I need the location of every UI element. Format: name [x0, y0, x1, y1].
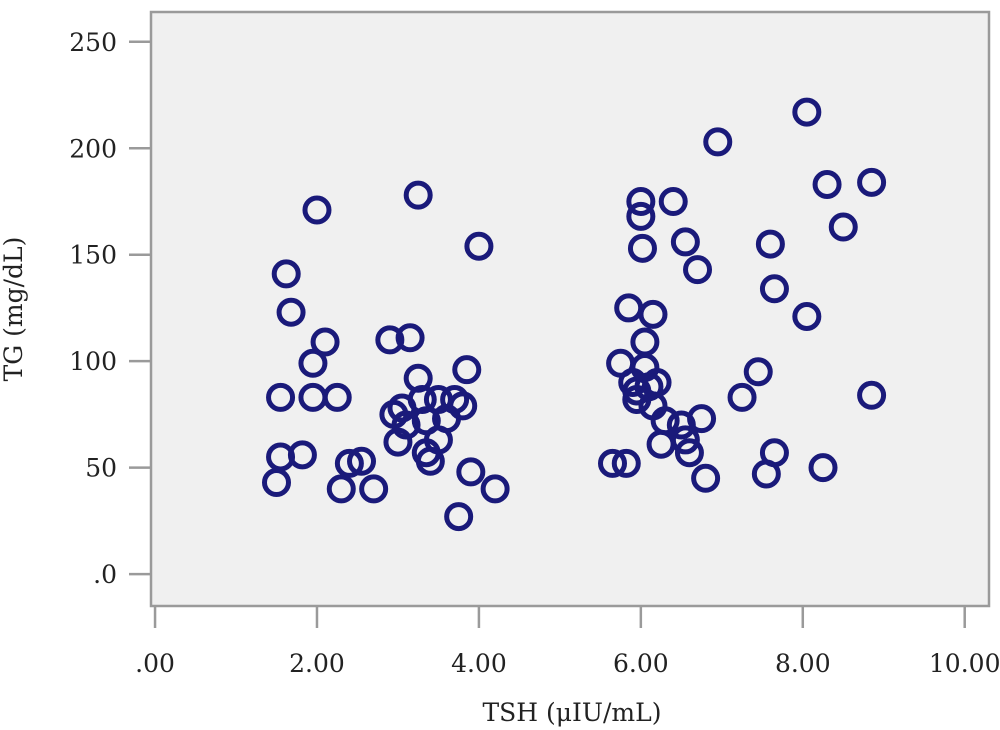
data-point	[375, 325, 405, 355]
data-point	[611, 448, 641, 478]
data-point	[727, 382, 757, 412]
data-point	[759, 274, 789, 304]
data-point	[334, 448, 364, 478]
y-tick-label: 200	[69, 134, 117, 163]
data-point	[480, 474, 510, 504]
data-point	[687, 404, 717, 434]
data-point	[310, 327, 340, 357]
data-point	[403, 180, 433, 210]
data-point	[670, 425, 700, 455]
plot-area	[149, 10, 991, 608]
y-tick-label: 100	[69, 347, 117, 376]
data-point	[448, 391, 478, 421]
data-point	[759, 438, 789, 468]
data-point	[298, 348, 328, 378]
data-point	[456, 457, 486, 487]
x-axis: .00 2.00 4.00 6.00 8.00 10.00	[135, 606, 1000, 678]
data-point	[638, 299, 668, 329]
x-tick-label: 10.00	[929, 649, 1000, 678]
data-point	[266, 382, 296, 412]
data-point	[674, 438, 704, 468]
x-tick-label: .00	[135, 649, 175, 678]
data-point	[359, 474, 389, 504]
data-point	[691, 463, 721, 493]
data-point	[828, 212, 858, 242]
data-point	[302, 195, 332, 225]
data-point	[755, 229, 785, 259]
data-point	[658, 186, 688, 216]
data-point	[444, 502, 474, 532]
data-point	[857, 380, 887, 410]
data-point	[452, 355, 482, 385]
data-point	[670, 227, 700, 257]
y-tick-label: 50	[85, 454, 117, 483]
data-point	[626, 201, 656, 231]
data-point	[812, 169, 842, 199]
x-tick-label: 2.00	[289, 649, 345, 678]
data-point	[276, 297, 306, 327]
data-point	[808, 453, 838, 483]
data-point	[287, 440, 317, 470]
data-point	[395, 323, 425, 353]
data-point	[347, 446, 377, 476]
data-point	[271, 259, 301, 289]
data-point	[683, 255, 713, 285]
data-point	[703, 127, 733, 157]
data-point	[626, 186, 656, 216]
data-point	[464, 231, 494, 261]
y-axis-title: TG (mg/dL)	[0, 237, 28, 382]
x-tick-label: 6.00	[613, 649, 669, 678]
y-tick-label: .0	[93, 560, 117, 589]
data-point	[642, 367, 672, 397]
data-point	[598, 448, 628, 478]
data-point	[792, 97, 822, 127]
data-point	[627, 233, 657, 263]
data-point	[391, 410, 421, 440]
x-tick-label: 8.00	[775, 649, 831, 678]
data-point	[857, 167, 887, 197]
data-point	[743, 357, 773, 387]
data-point	[322, 382, 352, 412]
x-tick-label: 4.00	[451, 649, 507, 678]
data-points	[261, 97, 887, 532]
x-axis-title: TSH (μIU/mL)	[483, 698, 662, 727]
data-point	[326, 474, 356, 504]
y-axis: .0 50 100 150 200 250	[69, 28, 151, 589]
y-tick-label: 150	[69, 241, 117, 270]
data-point	[792, 301, 822, 331]
data-point	[650, 406, 680, 436]
y-tick-label: 250	[69, 28, 117, 57]
